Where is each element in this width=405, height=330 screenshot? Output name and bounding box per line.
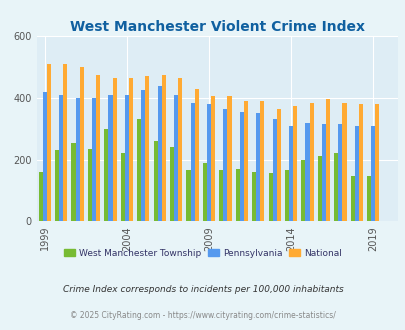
Bar bbox=[260, 101, 264, 221]
Bar bbox=[219, 170, 223, 221]
Bar bbox=[96, 75, 100, 221]
Bar bbox=[366, 177, 370, 221]
Bar bbox=[288, 126, 292, 221]
Bar bbox=[301, 159, 305, 221]
Bar bbox=[309, 103, 313, 221]
Bar bbox=[153, 141, 157, 221]
Bar bbox=[374, 104, 378, 221]
Bar bbox=[223, 109, 227, 221]
Bar bbox=[145, 76, 149, 221]
Bar bbox=[243, 101, 247, 221]
Bar bbox=[207, 104, 211, 221]
Bar bbox=[178, 78, 182, 221]
Bar bbox=[337, 124, 341, 221]
Bar bbox=[104, 129, 108, 221]
Bar bbox=[305, 122, 309, 221]
Text: © 2025 CityRating.com - https://www.cityrating.com/crime-statistics/: © 2025 CityRating.com - https://www.city… bbox=[70, 312, 335, 320]
Bar bbox=[227, 96, 231, 221]
Bar bbox=[137, 119, 141, 221]
Legend: West Manchester Township, Pennsylvania, National: West Manchester Township, Pennsylvania, … bbox=[60, 245, 345, 261]
Bar bbox=[235, 169, 239, 221]
Bar bbox=[120, 153, 124, 221]
Bar bbox=[194, 89, 198, 221]
Bar bbox=[325, 99, 329, 221]
Bar bbox=[129, 78, 133, 221]
Bar bbox=[63, 64, 67, 221]
Bar bbox=[272, 119, 276, 221]
Bar bbox=[202, 163, 207, 221]
Bar bbox=[55, 150, 59, 221]
Bar bbox=[92, 98, 96, 221]
Bar bbox=[350, 177, 354, 221]
Bar bbox=[43, 92, 47, 221]
Bar bbox=[239, 112, 243, 221]
Bar bbox=[186, 170, 190, 221]
Bar bbox=[87, 149, 92, 221]
Bar bbox=[71, 143, 75, 221]
Text: Crime Index corresponds to incidents per 100,000 inhabitants: Crime Index corresponds to incidents per… bbox=[62, 285, 343, 294]
Bar bbox=[276, 109, 280, 221]
Bar bbox=[341, 103, 346, 221]
Bar bbox=[38, 172, 43, 221]
Bar bbox=[170, 147, 174, 221]
Bar bbox=[268, 173, 272, 221]
Title: West Manchester Violent Crime Index: West Manchester Violent Crime Index bbox=[70, 20, 364, 34]
Bar bbox=[370, 126, 374, 221]
Bar bbox=[108, 95, 112, 221]
Bar bbox=[141, 90, 145, 221]
Bar bbox=[321, 124, 325, 221]
Bar bbox=[124, 95, 129, 221]
Bar bbox=[174, 95, 178, 221]
Bar bbox=[211, 96, 215, 221]
Bar bbox=[256, 113, 260, 221]
Bar bbox=[333, 153, 337, 221]
Bar bbox=[79, 67, 83, 221]
Bar bbox=[112, 78, 116, 221]
Bar bbox=[252, 172, 256, 221]
Bar bbox=[190, 103, 194, 221]
Bar bbox=[157, 85, 161, 221]
Bar bbox=[75, 98, 79, 221]
Bar bbox=[47, 64, 51, 221]
Bar bbox=[317, 156, 321, 221]
Bar bbox=[358, 104, 362, 221]
Bar bbox=[354, 126, 358, 221]
Bar bbox=[59, 95, 63, 221]
Bar bbox=[161, 75, 166, 221]
Bar bbox=[284, 170, 288, 221]
Bar bbox=[292, 106, 296, 221]
